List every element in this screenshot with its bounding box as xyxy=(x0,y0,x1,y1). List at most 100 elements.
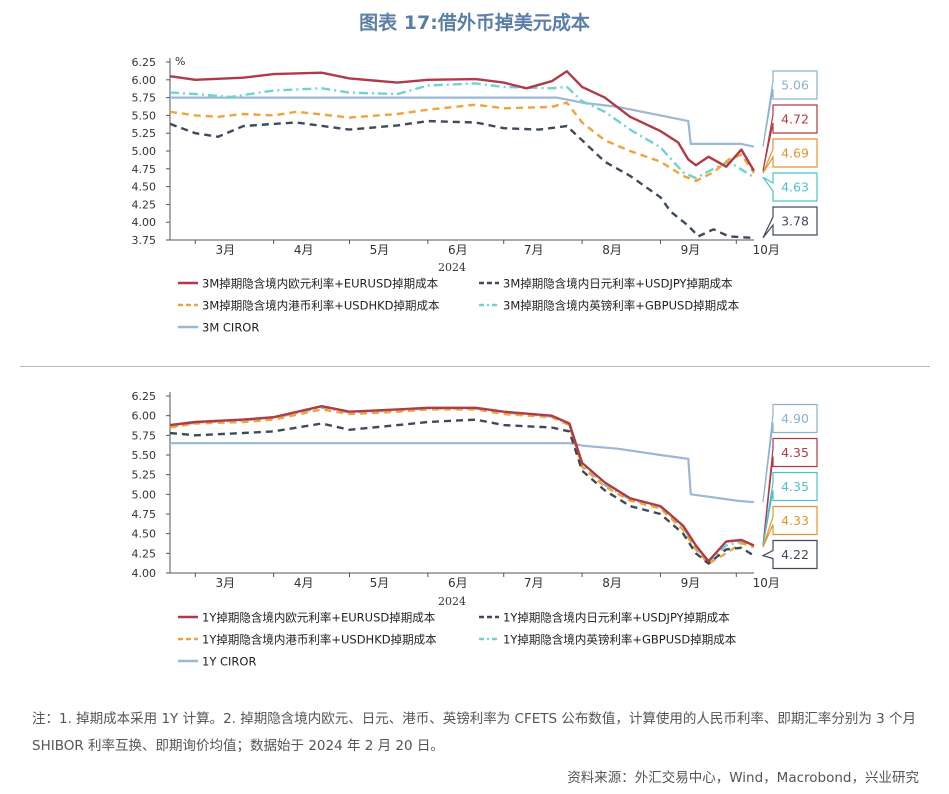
badge-value: 4.35 xyxy=(781,479,809,494)
x-tick-label: 6月 xyxy=(448,243,468,257)
end-value-badge-eur: 4.72 xyxy=(762,104,818,172)
badge-box xyxy=(762,104,818,172)
badge-box xyxy=(761,539,818,570)
badge-box xyxy=(762,471,818,546)
footnote: 注：1. 掉期成本采用 1Y 计算。2. 掉期隐含境内欧元、日元、港币、英镑利率… xyxy=(32,711,917,754)
legend-label: 1Y CIROR xyxy=(202,655,256,669)
end-value-badge-gbp: 4.35 xyxy=(762,471,818,546)
x-tick-label: 5月 xyxy=(370,576,390,590)
legend-item-jpy: 1Y掉期隐含境内日元利率+USDJPY掉期成本 xyxy=(479,611,730,625)
end-value-badge-ciror: 4.90 xyxy=(762,403,818,503)
legend-label: 1Y掉期隐含境内英镑利率+GBPUSD掉期成本 xyxy=(503,633,737,647)
y-tick-label: 6.25 xyxy=(132,56,157,69)
series-line-ciror xyxy=(170,96,755,148)
end-value-badge-eur: 4.35 xyxy=(762,437,818,546)
legend-item-gbp: 1Y掉期隐含境内英镑利率+GBPUSD掉期成本 xyxy=(479,633,737,647)
badge-box xyxy=(762,172,818,202)
badge-value: 4.63 xyxy=(781,180,809,195)
badge-box xyxy=(762,437,818,546)
x-tick-label: 7月 xyxy=(524,576,544,590)
legend-item-hkd: 3M掉期隐含境内港币利率+USDHKD掉期成本 xyxy=(178,299,440,313)
badge-box xyxy=(762,206,818,239)
y-tick-label: 6.25 xyxy=(132,390,157,403)
x-tick-label: 3月 xyxy=(215,243,235,257)
series-line-hkd xyxy=(169,101,755,183)
badge-value: 4.22 xyxy=(781,547,809,562)
badge-box xyxy=(762,138,818,174)
y-axis-unit: % xyxy=(175,55,185,68)
badge-value: 3.78 xyxy=(781,214,809,229)
series-line-ciror xyxy=(170,442,755,504)
y-tick-label: 6.00 xyxy=(132,74,157,87)
x-tick-label: 6月 xyxy=(448,576,468,590)
legend-item-eur: 1Y掉期隐含境内欧元利率+EURUSD掉期成本 xyxy=(178,611,436,625)
badge-box xyxy=(762,505,818,548)
x-tick-label: 7月 xyxy=(524,243,544,257)
legend-item-jpy: 3M掉期隐含境内日元利率+USDJPY掉期成本 xyxy=(479,277,733,291)
series-line-hkd xyxy=(169,408,755,565)
x-axis-year: 2024 xyxy=(438,261,466,274)
badge-value: 4.33 xyxy=(781,513,809,528)
series-line-gbp xyxy=(169,82,755,180)
y-tick-label: 4.25 xyxy=(132,198,157,211)
badge-value: 5.06 xyxy=(781,78,809,93)
y-tick-label: 3.75 xyxy=(132,234,157,247)
y-tick-label: 4.25 xyxy=(132,547,157,560)
x-tick-label: 9月 xyxy=(681,243,701,257)
badge-value: 4.72 xyxy=(781,112,809,127)
legend-label: 1Y掉期隐含境内日元利率+USDJPY掉期成本 xyxy=(503,611,730,625)
badge-value: 4.90 xyxy=(781,411,809,426)
badge-box xyxy=(762,70,818,147)
badge-value: 4.35 xyxy=(781,445,809,460)
legend-item-gbp: 3M掉期隐含境内英镑利率+GBPUSD掉期成本 xyxy=(479,299,740,313)
y-tick-label: 4.00 xyxy=(132,567,157,580)
y-tick-label: 4.75 xyxy=(132,163,157,176)
section-divider xyxy=(20,366,930,367)
y-tick-label: 5.25 xyxy=(132,127,157,140)
legend-label: 3M掉期隐含境内港币利率+USDHKD掉期成本 xyxy=(202,299,440,313)
end-value-badge-ciror: 5.06 xyxy=(762,70,818,147)
legend-item-ciror: 3M CIROR xyxy=(178,321,259,335)
y-tick-label: 5.00 xyxy=(132,145,157,158)
y-tick-label: 6.00 xyxy=(132,410,157,423)
end-value-badge-hkd: 4.33 xyxy=(762,505,818,548)
y-tick-label: 4.75 xyxy=(132,508,157,521)
source-line: 资料来源：外汇交易中心，Wind，Macrobond，兴业研究 xyxy=(567,770,919,786)
y-tick-label: 4.50 xyxy=(132,181,157,194)
x-tick-label: 10月 xyxy=(753,243,780,257)
series-line-jpy xyxy=(169,418,755,565)
badge-value: 4.69 xyxy=(781,146,809,161)
chart-1y-swap-cost: 6.25 6.00 5.75 5.50 5.25 5.00 4.75 4.50 4.25 4.00… xyxy=(132,390,818,669)
y-tick-label: 5.75 xyxy=(132,92,157,105)
legend-item-eur: 3M掉期隐含境内欧元利率+EURUSD掉期成本 xyxy=(178,277,439,291)
x-tick-label: 3月 xyxy=(215,576,235,590)
x-tick-label: 4月 xyxy=(294,243,314,257)
end-value-badge-gbp: 4.63 xyxy=(762,172,818,202)
y-tick-label: 4.00 xyxy=(132,216,157,229)
legend-label: 1Y掉期隐含境内欧元利率+EURUSD掉期成本 xyxy=(202,611,436,625)
chart-3m-swap-cost: 6.25 6.00 5.75 5.50 5.25 5.00 4.75 4.50 4.25 4.00… xyxy=(132,55,818,335)
x-tick-label: 9月 xyxy=(681,576,701,590)
legend-label: 3M掉期隐含境内欧元利率+EURUSD掉期成本 xyxy=(202,277,439,291)
legend-item-hkd: 1Y掉期隐含境内港币利率+USDHKD掉期成本 xyxy=(178,633,437,647)
x-tick-label: 4月 xyxy=(294,576,314,590)
y-tick-label: 5.00 xyxy=(132,488,157,501)
series-line-eur xyxy=(169,70,756,172)
end-value-badge-jpy: 3.78 xyxy=(762,206,818,239)
legend-label: 3M掉期隐含境内日元利率+USDJPY掉期成本 xyxy=(503,277,733,291)
end-value-badge-hkd: 4.69 xyxy=(762,138,818,174)
x-tick-label: 5月 xyxy=(370,243,390,257)
x-axis-year: 2024 xyxy=(438,595,466,608)
legend-label: 1Y掉期隐含境内港币利率+USDHKD掉期成本 xyxy=(202,633,437,647)
y-tick-label: 5.50 xyxy=(132,449,157,462)
y-tick-label: 5.75 xyxy=(132,429,157,442)
end-value-badge-jpy: 4.22 xyxy=(761,539,818,570)
legend-item-ciror: 1Y CIROR xyxy=(178,655,256,669)
legend-label: 3M CIROR xyxy=(202,321,259,335)
figure-title: 图表 17:借外币掉美元成本 xyxy=(359,12,590,34)
y-tick-label: 5.50 xyxy=(132,109,157,122)
series-line-eur xyxy=(169,405,755,563)
x-tick-label: 8月 xyxy=(602,576,622,590)
badge-box xyxy=(762,403,818,503)
y-tick-label: 5.25 xyxy=(132,469,157,482)
